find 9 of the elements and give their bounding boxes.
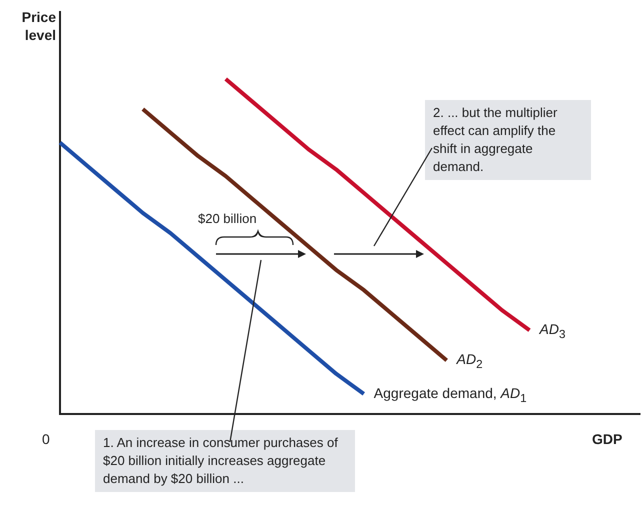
annotation: $20 billion (198, 210, 257, 228)
callout-box: 2. ... but the multiplier effect can amplify the shift in aggregate demand. (425, 100, 591, 180)
y-axis-title: Price level (20, 8, 56, 44)
series-label: AD$_{3}$ (540, 321, 566, 342)
callout-box: 1. An increase in consumer purchases of $20 billion initially increases aggregate demand by $20 billion ... (95, 430, 355, 492)
text: 0 (42, 430, 50, 448)
series-label: Aggregate demand, AD$_{1}$ (374, 384, 527, 407)
series-label: AD$_{2}$ (456, 351, 483, 372)
x-axis-title: GDP (592, 430, 622, 448)
